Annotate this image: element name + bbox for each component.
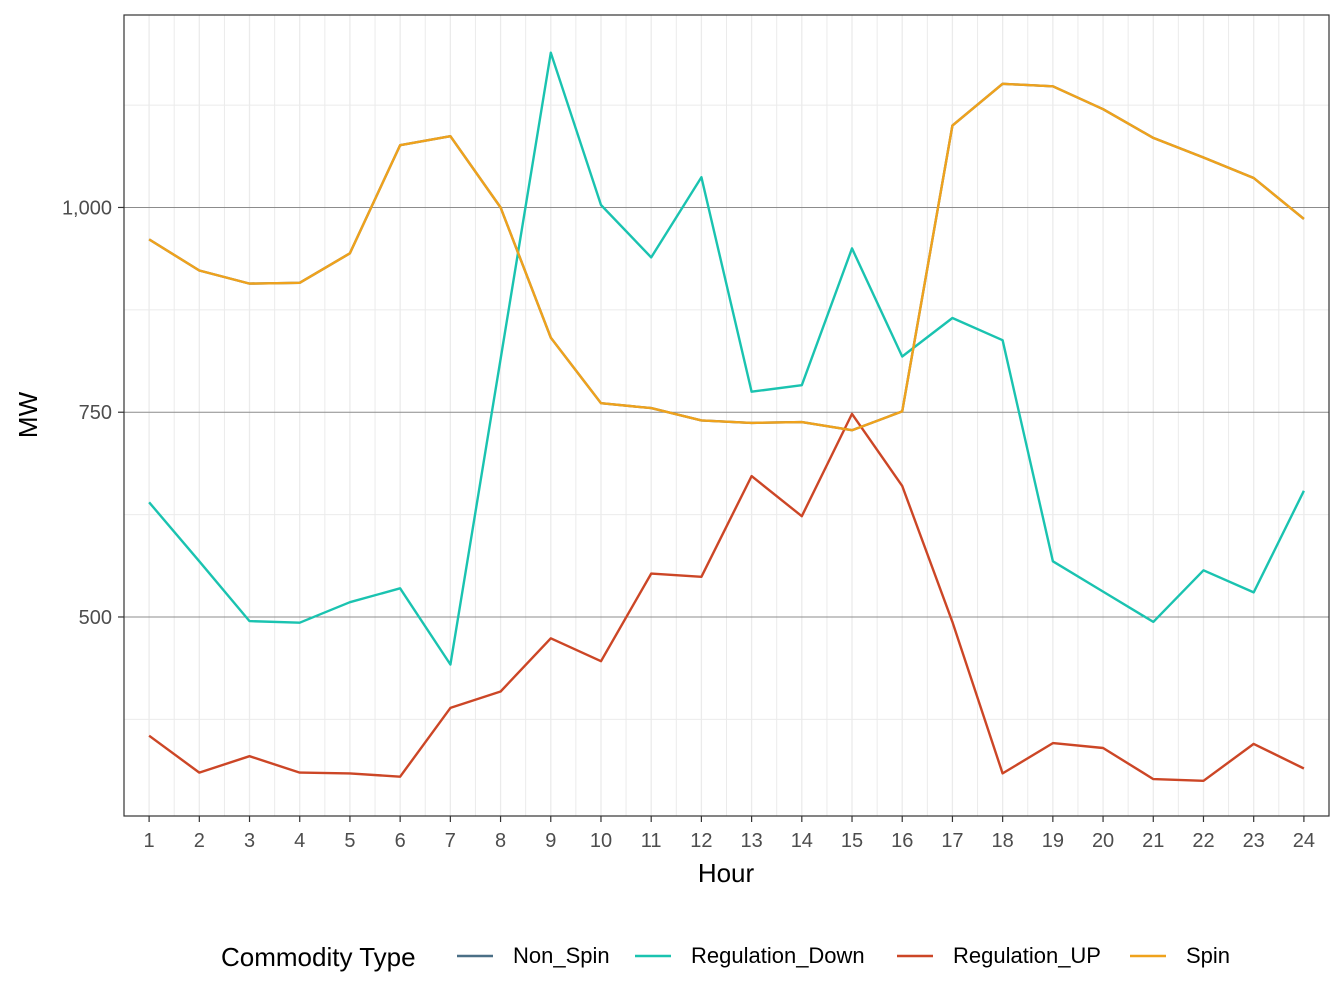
x-tick-label: 16 [891,830,913,852]
x-tick-label: 1 [144,830,155,852]
x-tick-label: 7 [445,830,456,852]
x-tick-label: 17 [941,830,963,852]
x-tick-label: 4 [294,830,305,852]
grid-minor [124,15,1329,816]
series-line-regulation-up [148,412,1305,782]
x-tick-label: 19 [1042,830,1064,852]
legend-label-regulation-down: Regulation_Down [691,943,865,968]
x-tick-label: 14 [791,830,813,852]
x-axis-title: Hour [698,858,755,888]
legend-title: Commodity Type [221,942,416,972]
x-tick-label: 21 [1142,830,1164,852]
x-tick-label: 20 [1092,830,1114,852]
series-layer [148,51,1305,782]
y-tick-label: 750 [79,402,112,424]
legend-label-regulation-up: Regulation_UP [953,943,1101,968]
x-tick-label: 23 [1243,830,1265,852]
x-tick-label: 8 [495,830,506,852]
y-tick-label: 500 [79,607,112,629]
legend-label-spin: Spin [1186,943,1230,968]
x-tick-label: 22 [1192,830,1214,852]
x-tick-label: 5 [344,830,355,852]
x-tick-label: 2 [194,830,205,852]
y-axis: 500 750 1,000 [62,197,124,629]
x-tick-label: 24 [1293,830,1315,852]
x-tick-label: 10 [590,830,612,852]
x-axis: 1 2 3 4 5 6 7 8 9 10 11 12 13 14 15 16 17 18 19 20 21 22 23 24 [144,816,1315,852]
panel-border [123,14,1330,817]
series-line-regulation-down [148,51,1305,666]
y-tick-label: 1,000 [62,197,112,219]
y-axis-title: MW [13,391,43,438]
x-tick-label: 11 [641,830,662,852]
legend: Commodity Type Non_Spin Regulation_Down Re… [221,942,1230,972]
grid-major [124,15,1329,816]
series-line-spin [148,82,1305,432]
x-tick-label: 12 [690,830,712,852]
x-tick-label: 13 [740,830,762,852]
x-tick-label: 6 [395,830,406,852]
legend-label-non-spin: Non_Spin [513,943,610,968]
x-tick-label: 9 [545,830,556,852]
x-tick-label: 15 [841,830,863,852]
x-tick-label: 18 [992,830,1014,852]
x-tick-label: 3 [244,830,255,852]
